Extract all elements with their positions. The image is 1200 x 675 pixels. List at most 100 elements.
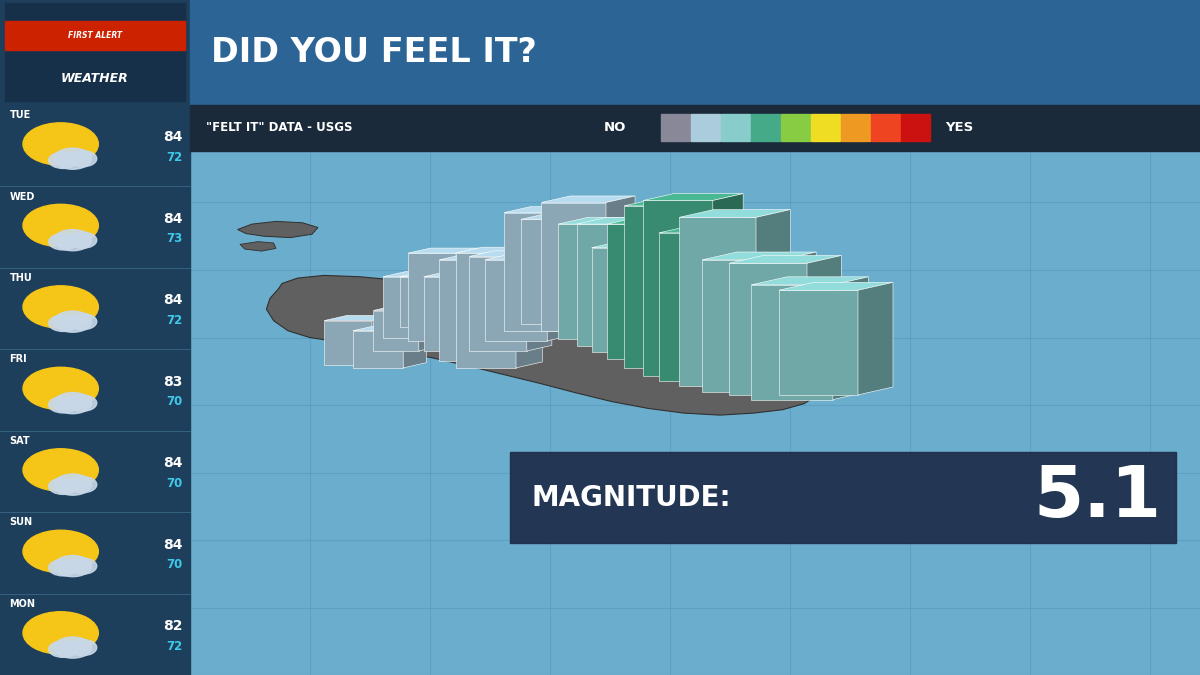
Polygon shape xyxy=(521,219,583,324)
Circle shape xyxy=(23,531,98,572)
Circle shape xyxy=(67,477,97,493)
Polygon shape xyxy=(592,242,685,248)
Circle shape xyxy=(23,123,98,165)
Circle shape xyxy=(23,205,98,246)
Polygon shape xyxy=(324,321,372,365)
Circle shape xyxy=(54,311,91,332)
Bar xyxy=(661,114,690,141)
Text: 72: 72 xyxy=(166,640,182,653)
Polygon shape xyxy=(373,310,419,351)
Text: 83: 83 xyxy=(163,375,182,389)
Bar xyxy=(811,114,840,141)
Polygon shape xyxy=(624,198,727,206)
Polygon shape xyxy=(577,224,643,346)
Text: WEATHER: WEATHER xyxy=(61,72,128,85)
Polygon shape xyxy=(643,194,743,200)
Polygon shape xyxy=(456,247,542,253)
Polygon shape xyxy=(408,248,479,253)
Circle shape xyxy=(67,313,97,330)
Polygon shape xyxy=(470,275,496,317)
Polygon shape xyxy=(751,277,869,285)
Circle shape xyxy=(67,232,97,248)
Text: 70: 70 xyxy=(166,396,182,408)
Text: 72: 72 xyxy=(166,151,182,164)
Polygon shape xyxy=(353,325,426,331)
Polygon shape xyxy=(403,325,426,368)
Text: FRI: FRI xyxy=(10,354,28,364)
Polygon shape xyxy=(521,213,611,219)
Polygon shape xyxy=(266,275,822,415)
Polygon shape xyxy=(418,275,496,280)
Polygon shape xyxy=(527,251,552,351)
Text: 70: 70 xyxy=(166,558,182,572)
Polygon shape xyxy=(433,271,456,338)
Polygon shape xyxy=(547,254,575,341)
Polygon shape xyxy=(625,217,655,339)
Polygon shape xyxy=(659,225,766,233)
Circle shape xyxy=(67,639,97,655)
Polygon shape xyxy=(504,207,590,213)
Text: NO: NO xyxy=(604,121,626,134)
Circle shape xyxy=(54,148,91,169)
Polygon shape xyxy=(541,196,635,202)
Bar xyxy=(5,21,185,50)
Bar xyxy=(841,114,870,141)
Polygon shape xyxy=(702,252,816,260)
Polygon shape xyxy=(476,271,500,351)
Circle shape xyxy=(23,367,98,410)
Text: 5.1: 5.1 xyxy=(1033,463,1162,533)
Circle shape xyxy=(54,637,91,658)
Text: WED: WED xyxy=(10,192,35,202)
Text: 73: 73 xyxy=(166,232,182,246)
Polygon shape xyxy=(808,256,841,395)
Polygon shape xyxy=(541,202,606,331)
Polygon shape xyxy=(702,260,781,392)
Text: 82: 82 xyxy=(163,619,182,633)
Polygon shape xyxy=(469,251,552,256)
Circle shape xyxy=(48,397,78,413)
Text: 84: 84 xyxy=(163,293,182,307)
Polygon shape xyxy=(606,196,635,331)
Polygon shape xyxy=(730,263,808,395)
Polygon shape xyxy=(400,271,476,277)
Polygon shape xyxy=(383,271,456,277)
Text: 70: 70 xyxy=(166,477,182,490)
Polygon shape xyxy=(696,198,727,368)
Bar xyxy=(190,0,1200,105)
Polygon shape xyxy=(713,194,743,376)
Polygon shape xyxy=(324,315,395,321)
Polygon shape xyxy=(424,271,500,277)
Bar xyxy=(691,114,720,141)
Polygon shape xyxy=(564,207,590,331)
Text: "FELT IT" DATA - USGS: "FELT IT" DATA - USGS xyxy=(206,121,353,134)
Circle shape xyxy=(54,393,91,414)
Circle shape xyxy=(23,612,98,654)
Polygon shape xyxy=(452,271,476,327)
Text: TUE: TUE xyxy=(10,110,31,120)
Text: FIRST ALERT: FIRST ALERT xyxy=(67,31,122,40)
Text: SUN: SUN xyxy=(10,518,32,527)
Text: YES: YES xyxy=(946,121,974,134)
Circle shape xyxy=(48,315,78,331)
Polygon shape xyxy=(383,277,433,338)
Bar xyxy=(5,3,185,101)
Bar xyxy=(871,114,900,141)
Polygon shape xyxy=(485,254,575,260)
Text: MON: MON xyxy=(10,599,36,609)
Polygon shape xyxy=(779,290,858,395)
Polygon shape xyxy=(733,225,766,381)
Circle shape xyxy=(48,560,78,576)
Circle shape xyxy=(23,286,98,328)
Circle shape xyxy=(67,395,97,411)
Polygon shape xyxy=(624,206,696,368)
Circle shape xyxy=(23,449,98,491)
Polygon shape xyxy=(756,210,791,386)
Polygon shape xyxy=(516,247,542,368)
Polygon shape xyxy=(469,256,527,351)
Text: 84: 84 xyxy=(163,212,182,225)
Polygon shape xyxy=(373,306,440,311)
Polygon shape xyxy=(240,242,276,251)
Polygon shape xyxy=(408,253,456,341)
Bar xyxy=(781,114,810,141)
Circle shape xyxy=(67,151,97,167)
